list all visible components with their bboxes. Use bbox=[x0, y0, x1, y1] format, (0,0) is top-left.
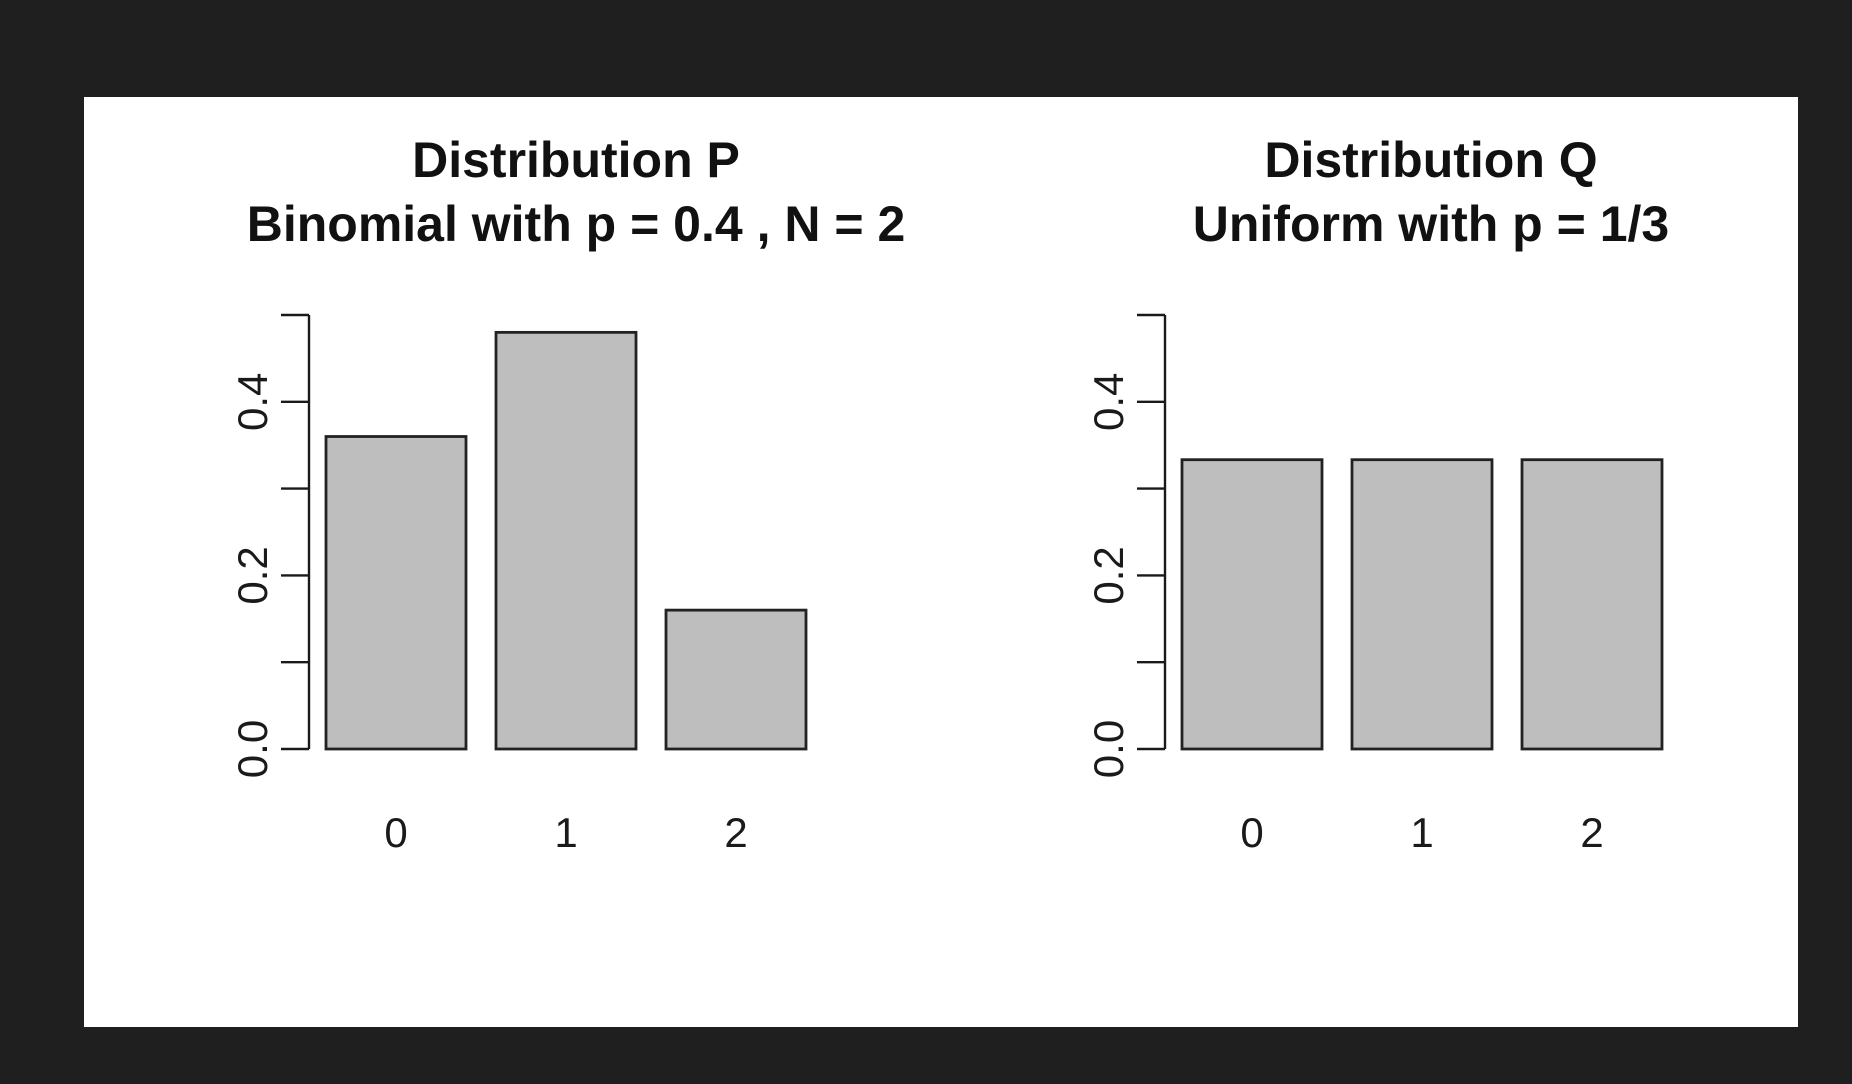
x-tick-label: 2 bbox=[724, 809, 747, 856]
bar-0 bbox=[1180, 458, 1324, 751]
bar-1 bbox=[494, 330, 638, 751]
bar-2 bbox=[664, 608, 808, 751]
bar-2 bbox=[1520, 458, 1664, 751]
plot-canvas: Distribution P Binomial with p = 0.4 , N… bbox=[84, 97, 1798, 1027]
chart-title: Distribution Q bbox=[1264, 132, 1597, 188]
x-tick-label: 0 bbox=[384, 809, 407, 856]
x-tick-label: 1 bbox=[554, 809, 577, 856]
y-tick-label: 0.2 bbox=[229, 546, 276, 604]
chart-subtitle: Uniform with p = 1/3 bbox=[1193, 196, 1669, 252]
charts-svg: Distribution P Binomial with p = 0.4 , N… bbox=[229, 132, 1669, 856]
y-tick-label: 0.2 bbox=[1085, 546, 1132, 604]
chart-panel-p: Distribution P Binomial with p = 0.4 , N… bbox=[229, 132, 905, 856]
chart-subtitle: Binomial with p = 0.4 , N = 2 bbox=[247, 196, 906, 252]
y-tick-label: 0.4 bbox=[1085, 373, 1132, 431]
chart-title: Distribution P bbox=[412, 132, 740, 188]
x-tick-label: 1 bbox=[1410, 809, 1433, 856]
chart-panel-q: Distribution Q Uniform with p = 1/3 0.0 0… bbox=[1085, 132, 1669, 856]
bar-0 bbox=[324, 435, 468, 751]
y-tick-label: 0.0 bbox=[1085, 720, 1132, 778]
x-tick-label: 0 bbox=[1240, 809, 1263, 856]
x-tick-label: 2 bbox=[1580, 809, 1603, 856]
y-tick-label: 0.4 bbox=[229, 373, 276, 431]
y-tick-label: 0.0 bbox=[229, 720, 276, 778]
bar-1 bbox=[1350, 458, 1494, 751]
